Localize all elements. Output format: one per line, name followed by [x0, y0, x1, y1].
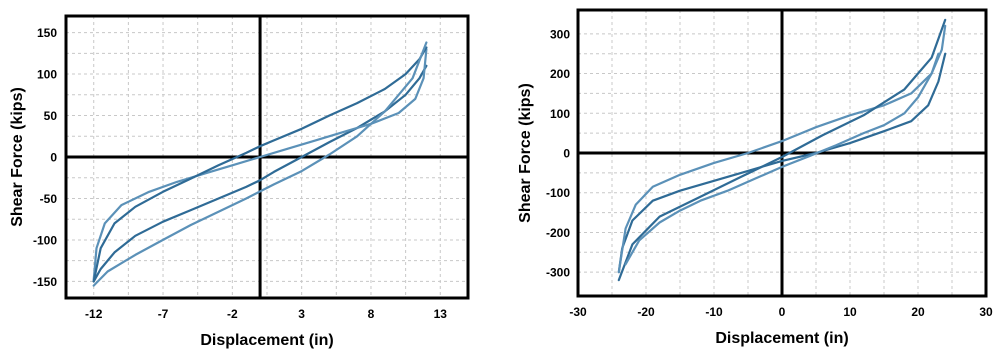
- hysteresis-loop-3: [92, 46, 428, 283]
- x-tick-label: 20: [911, 305, 925, 319]
- hysteresis-loop-1: [617, 52, 947, 274]
- y-axis-label: Shear Force (kips): [517, 83, 534, 223]
- y-tick-label: -150: [33, 275, 57, 289]
- hysteresis-loop-4: [92, 41, 428, 287]
- x-tick-label: 13: [434, 307, 448, 321]
- left-hysteresis-chart: -150 -100 -50 0 50 100 150 -12 -7 -2 3 8 13 Displacem…: [9, 14, 470, 349]
- plot-frame: [576, 8, 988, 298]
- x-axis-label: Displacement (in): [715, 330, 848, 347]
- x-tick-label: 30: [979, 305, 993, 319]
- y-tick-label: -100: [546, 186, 570, 200]
- x-tick-label: -12: [85, 307, 103, 321]
- y-tick-label: 0: [50, 151, 57, 165]
- y-tick-label: -100: [33, 233, 57, 247]
- hysteresis-loop-1: [92, 64, 428, 283]
- y-tick-label: 50: [44, 109, 58, 123]
- hysteresis-loop-4: [624, 52, 940, 266]
- y-tick-label: 0: [563, 147, 570, 161]
- x-tick-label: 3: [298, 307, 305, 321]
- y-tick-label: 100: [550, 107, 570, 121]
- x-tick-label: 10: [843, 305, 857, 319]
- x-tick-label: -2: [227, 307, 238, 321]
- hysteresis-loop-2: [92, 48, 428, 281]
- y-tick-label: 150: [37, 26, 57, 40]
- x-tick-label: -10: [705, 305, 723, 319]
- hysteresis-loop-2: [617, 24, 947, 274]
- x-tick-label: -20: [637, 305, 655, 319]
- y-tick-label: 300: [550, 27, 570, 41]
- x-axis-label: Displacement (in): [200, 332, 333, 349]
- x-tick-label: -7: [158, 307, 169, 321]
- x-tick-label: 8: [368, 307, 375, 321]
- y-tick-label: -200: [546, 226, 570, 240]
- x-tick-label: -30: [569, 305, 587, 319]
- y-tick-label: 100: [37, 68, 57, 82]
- x-tick-label: 0: [779, 305, 786, 319]
- y-tick-label: -50: [40, 192, 58, 206]
- plot-frame: [64, 14, 470, 300]
- y-tick-label: -300: [546, 266, 570, 280]
- y-tick-label: 200: [550, 67, 570, 81]
- hysteresis-loop-3: [617, 18, 947, 282]
- y-axis-label: Shear Force (kips): [9, 87, 26, 227]
